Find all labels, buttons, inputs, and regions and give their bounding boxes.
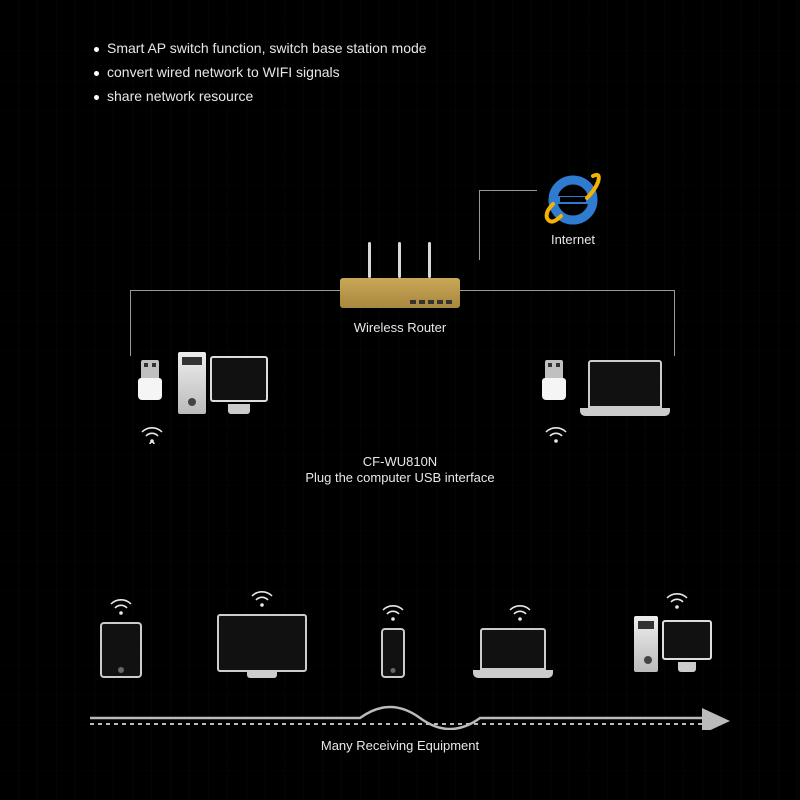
line-router-internet-v xyxy=(479,190,480,260)
pc-monitor-icon xyxy=(210,356,268,402)
wifi-icon xyxy=(109,596,133,616)
wifi-icon xyxy=(544,424,568,444)
device-tv xyxy=(217,588,307,678)
usb-tip-icon xyxy=(141,360,159,378)
line-router-left-h xyxy=(130,290,340,291)
internet-explorer-icon xyxy=(543,168,603,228)
usb-body-icon xyxy=(138,378,162,400)
bullet-2: convert wired network to WIFI signals xyxy=(107,64,340,80)
line-router-right-v xyxy=(674,290,675,356)
laptop-right xyxy=(588,360,678,416)
device-tablet xyxy=(100,596,142,678)
router-ports xyxy=(410,300,452,304)
wifi-icon xyxy=(381,602,405,622)
laptop-screen-icon xyxy=(480,628,546,670)
tv-icon xyxy=(217,614,307,672)
router-label: Wireless Router xyxy=(340,320,460,335)
usb-body-icon xyxy=(542,378,566,400)
pc-stand-icon xyxy=(228,404,250,414)
usb-tip-icon xyxy=(545,360,563,378)
receiving-label: Many Receiving Equipment xyxy=(300,738,500,753)
matrix-background xyxy=(0,0,800,800)
product-label: CF-WU810N xyxy=(300,454,500,469)
plug-label: Plug the computer USB interface xyxy=(280,470,520,485)
phone-icon xyxy=(381,628,405,678)
wifi-icon xyxy=(140,424,164,444)
antenna-icon xyxy=(398,242,401,278)
wifi-icon xyxy=(508,602,532,622)
antenna-icon xyxy=(368,242,371,278)
wireless-router xyxy=(340,278,460,308)
antenna-icon xyxy=(428,242,431,278)
laptop-screen-icon xyxy=(588,360,662,408)
bullet-1: Smart AP switch function, switch base st… xyxy=(107,40,427,56)
bullet-3: share network resource xyxy=(107,88,253,104)
usb-adapter-left xyxy=(136,360,164,400)
pc-tower-icon xyxy=(178,352,206,414)
desktop-pc-icon xyxy=(634,616,720,678)
wifi-icon xyxy=(665,590,689,610)
internet-label: Internet xyxy=(543,232,603,247)
laptop-base-icon xyxy=(580,408,670,416)
usb-adapter-right xyxy=(540,360,568,400)
laptop-base-icon xyxy=(473,670,553,678)
line-router-internet-h xyxy=(479,190,537,191)
tablet-icon xyxy=(100,622,142,678)
receiving-devices-row xyxy=(100,588,720,678)
wifi-icon xyxy=(250,588,274,608)
device-phone xyxy=(381,602,405,678)
line-router-right-h xyxy=(460,290,674,291)
internet-node: Internet xyxy=(543,168,603,247)
desktop-pc-left xyxy=(178,352,270,416)
feature-bullets: Smart AP switch function, switch base st… xyxy=(94,36,427,108)
router-body xyxy=(340,278,460,308)
device-desktop xyxy=(634,590,720,678)
line-router-left-v xyxy=(130,290,131,356)
device-laptop xyxy=(480,602,560,678)
flow-arrow xyxy=(90,700,730,730)
